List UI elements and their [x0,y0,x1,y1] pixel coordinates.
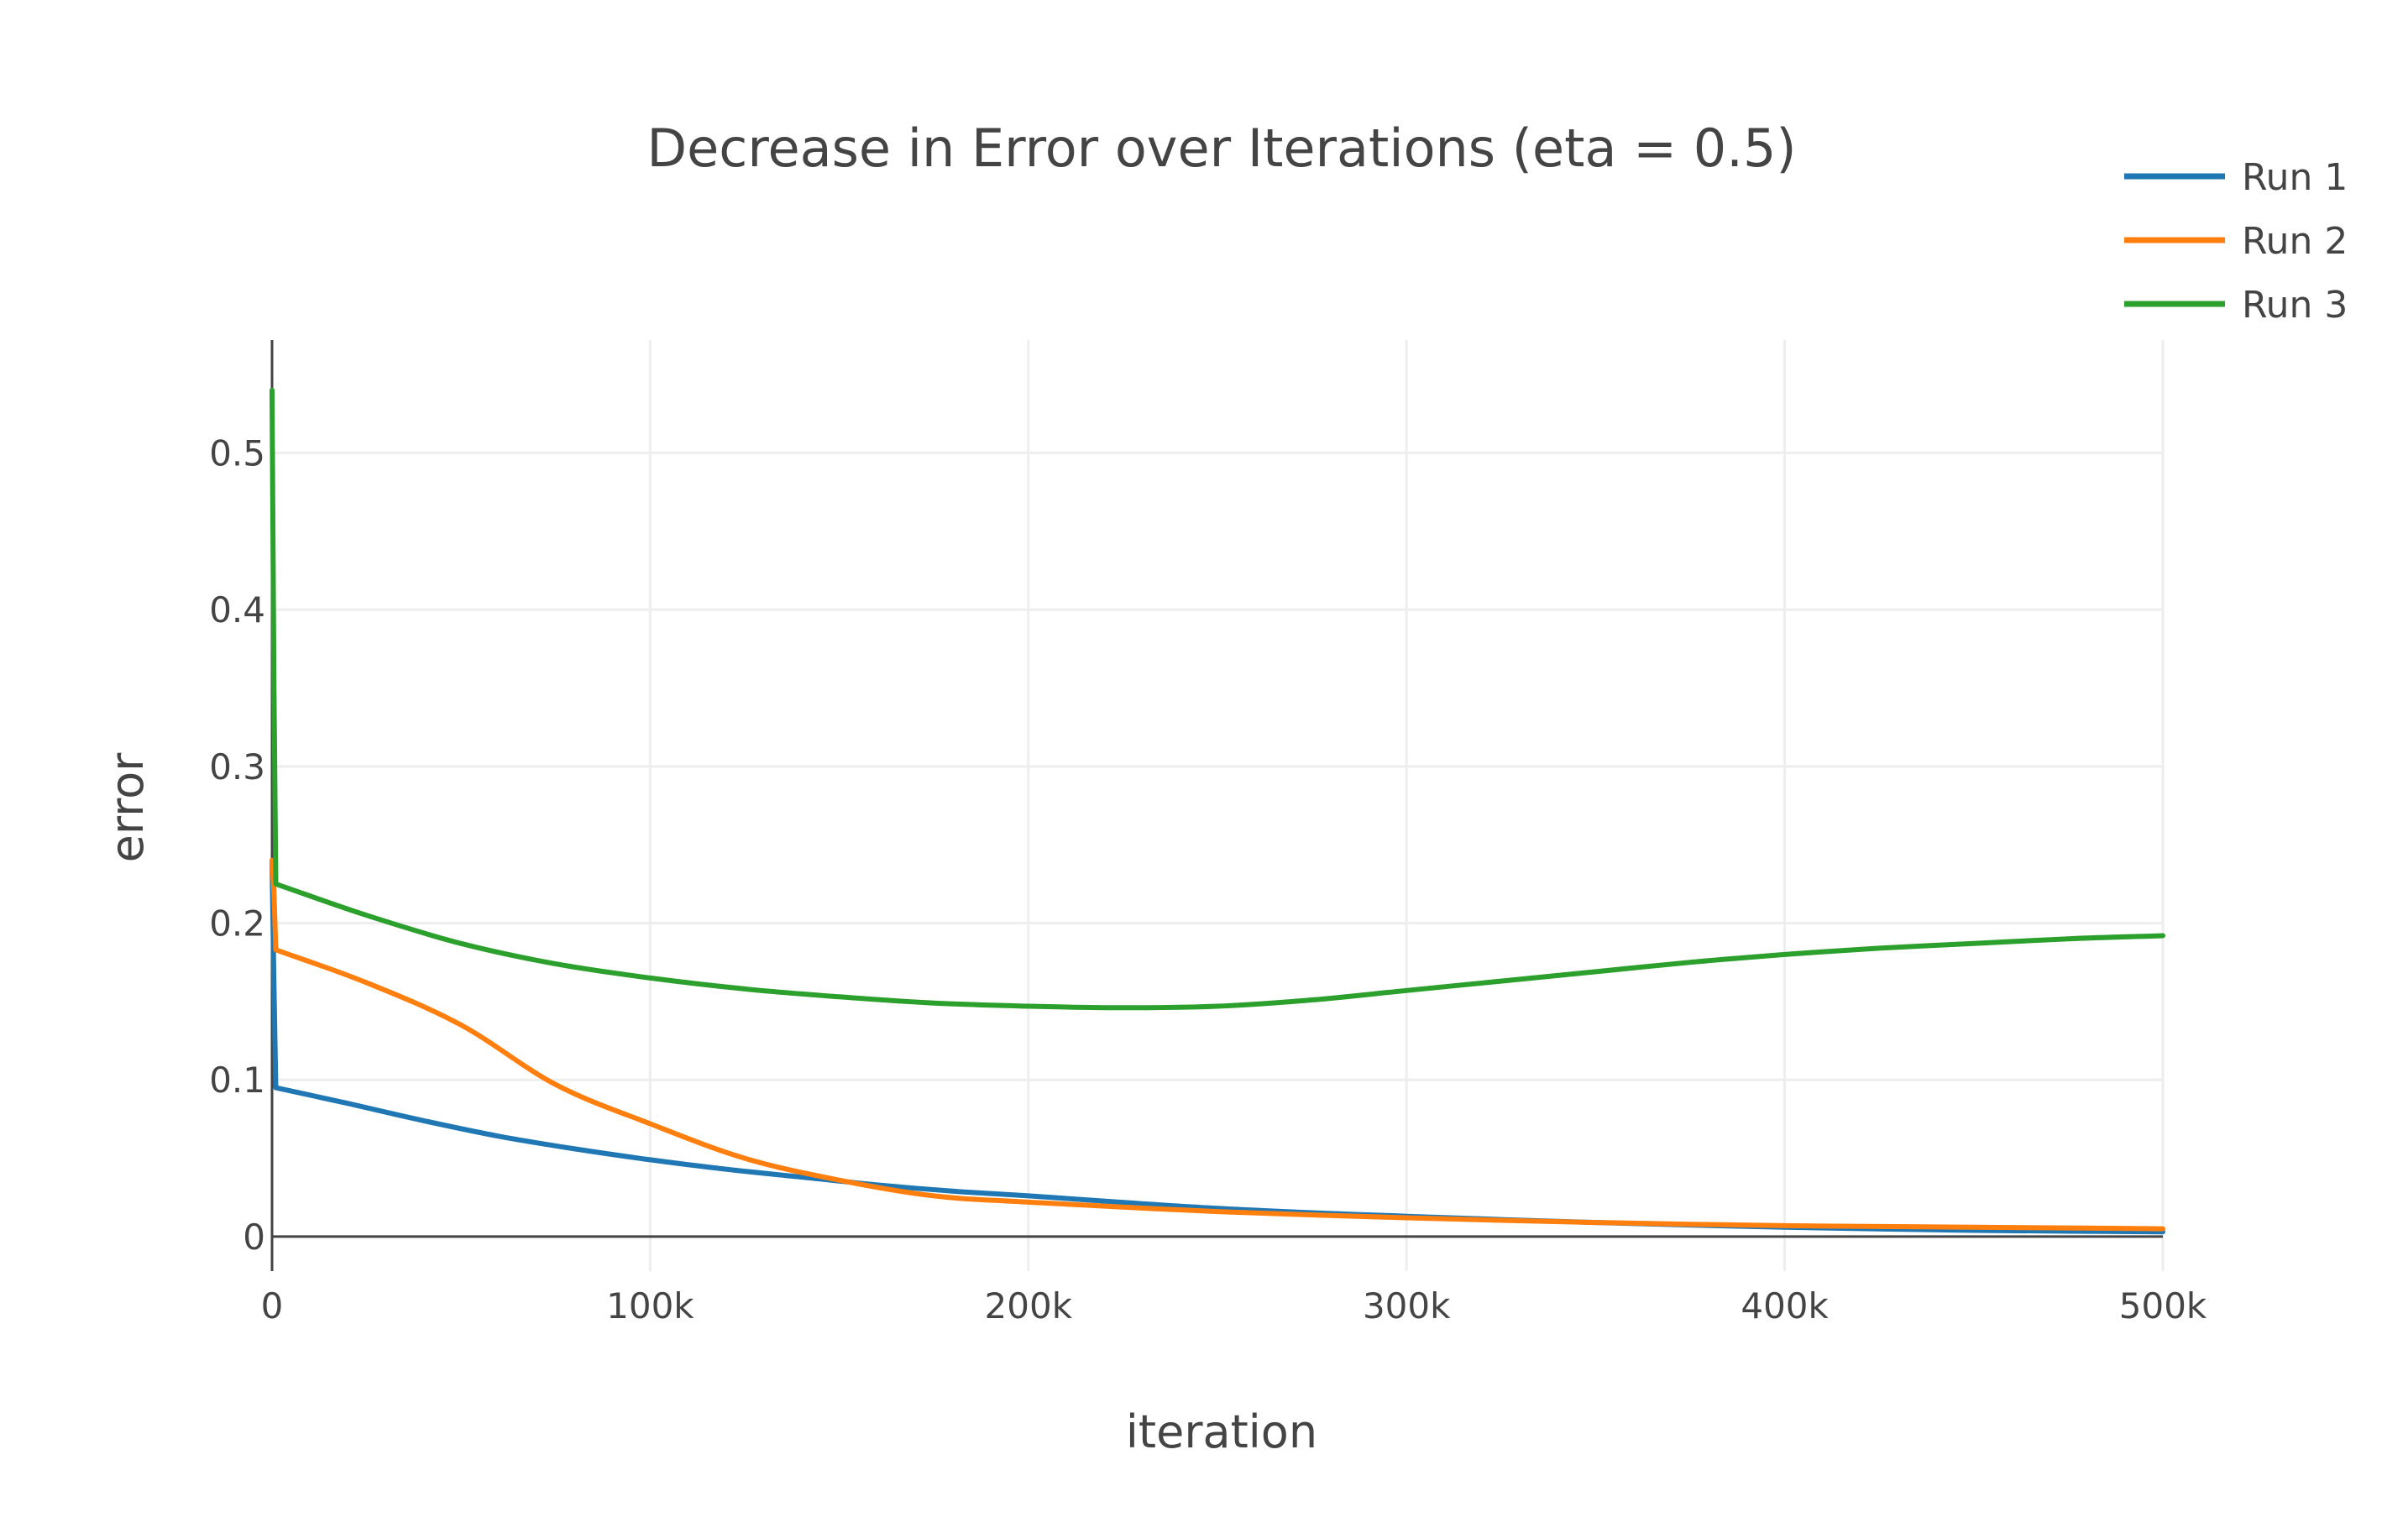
legend-label: Run 3 [2242,284,2348,327]
series-line-run-3 [270,387,2165,1011]
series-lines [270,387,2165,1235]
x-tick-label: 300k [1363,1285,1451,1327]
x-tick-label: 200k [985,1285,1073,1327]
x-tick-label: 100k [606,1285,694,1327]
y-tick-label: 0.5 [209,432,265,474]
tick-labels: 0 100k 200k 300k 400k 500k 0 0.1 0.2 0.3 0.4 0.5 [209,432,2207,1327]
y-axis-title: error [101,752,154,863]
x-axis-title: iteration [1126,1405,1317,1458]
legend-item-run-2[interactable]: Run 2 [2124,220,2348,263]
y-tick-label: 0.3 [209,746,265,788]
y-tick-label: 0.1 [209,1060,265,1101]
series-line-run-1 [270,857,2165,1235]
y-tick-label: 0 [243,1217,265,1258]
series-line-run-2 [270,857,2165,1232]
chart-title: Decrease in Error over Iterations (eta =… [646,118,1796,179]
legend-item-run-3[interactable]: Run 3 [2124,284,2348,327]
x-tick-label: 0 [261,1285,284,1327]
grid-lines [272,340,2165,1271]
axes [270,340,2163,1271]
y-tick-label: 0.4 [209,589,265,631]
legend-label: Run 1 [2242,156,2348,199]
legend-item-run-1[interactable]: Run 1 [2124,156,2348,199]
legend-label: Run 2 [2242,220,2348,263]
y-tick-label: 0.2 [209,903,265,945]
x-tick-label: 400k [1741,1285,1829,1327]
x-tick-label: 500k [2119,1285,2207,1327]
legend[interactable]: Run 1 Run 2 Run 3 [2124,156,2348,327]
